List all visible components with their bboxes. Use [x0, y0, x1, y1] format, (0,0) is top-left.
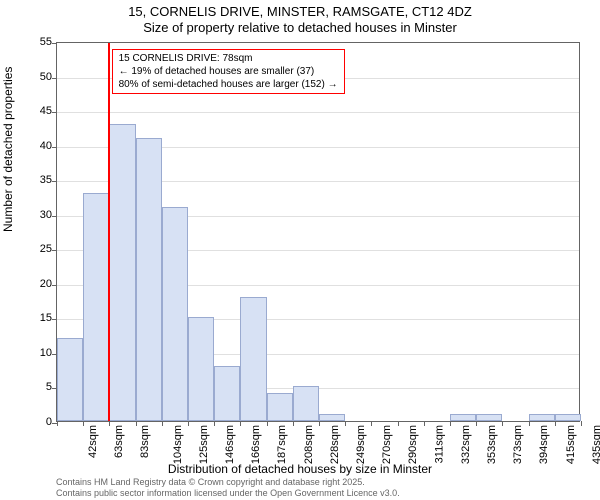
x-tick-label: 373sqm [512, 425, 524, 464]
x-tick-label: 332sqm [460, 425, 472, 464]
x-tick-label: 249sqm [355, 425, 367, 464]
y-tick-label: 35 [22, 174, 52, 186]
y-tick-mark [52, 181, 57, 182]
y-tick-label: 15 [22, 312, 52, 324]
x-tick-label: 42sqm [87, 425, 99, 458]
histogram-bar [109, 124, 135, 421]
x-tick-mark [267, 421, 268, 426]
x-tick-mark [57, 421, 58, 426]
x-tick-label: 146sqm [224, 425, 236, 464]
y-tick-label: 30 [22, 209, 52, 221]
x-tick-label: 187sqm [277, 425, 289, 464]
x-tick-mark [293, 421, 294, 426]
y-tick-label: 40 [22, 140, 52, 152]
x-tick-label: 208sqm [303, 425, 315, 464]
annotation-line3: 80% of semi-detached houses are larger (… [119, 78, 338, 91]
y-tick-label: 25 [22, 243, 52, 255]
x-tick-mark [240, 421, 241, 426]
x-tick-label: 290sqm [408, 425, 420, 464]
y-tick-mark [52, 112, 57, 113]
x-tick-mark [529, 421, 530, 426]
y-tick-mark [52, 43, 57, 44]
x-tick-label: 270sqm [381, 425, 393, 464]
annotation-line1: 15 CORNELIS DRIVE: 78sqm [119, 52, 338, 65]
y-tick-label: 10 [22, 347, 52, 359]
histogram-bar [57, 338, 83, 421]
x-tick-mark [502, 421, 503, 426]
y-tick-mark [52, 216, 57, 217]
chart-container: 15, CORNELIS DRIVE, MINSTER, RAMSGATE, C… [0, 0, 600, 500]
histogram-bar [162, 207, 188, 421]
histogram-bar [240, 297, 266, 421]
x-tick-mark [109, 421, 110, 426]
histogram-bar [83, 193, 109, 421]
y-tick-label: 20 [22, 278, 52, 290]
histogram-bar [267, 393, 293, 421]
title-line1: 15, CORNELIS DRIVE, MINSTER, RAMSGATE, C… [0, 4, 600, 20]
x-tick-label: 63sqm [113, 425, 125, 458]
y-tick-mark [52, 285, 57, 286]
x-tick-label: 125sqm [198, 425, 210, 464]
x-tick-mark [476, 421, 477, 426]
y-tick-mark [52, 319, 57, 320]
plot-area: 15 CORNELIS DRIVE: 78sqm← 19% of detache… [56, 42, 580, 422]
histogram-bar [136, 138, 162, 421]
x-tick-mark [345, 421, 346, 426]
x-tick-mark [371, 421, 372, 426]
title-block: 15, CORNELIS DRIVE, MINSTER, RAMSGATE, C… [0, 4, 600, 37]
x-tick-label: 104sqm [172, 425, 184, 464]
x-tick-mark [188, 421, 189, 426]
x-axis-title: Distribution of detached houses by size … [0, 462, 600, 476]
x-tick-mark [581, 421, 582, 426]
x-tick-mark [214, 421, 215, 426]
y-tick-mark [52, 147, 57, 148]
y-tick-label: 45 [22, 105, 52, 117]
y-tick-label: 5 [22, 381, 52, 393]
y-axis-title: Number of detached properties [1, 67, 15, 232]
x-tick-label: 311sqm [433, 425, 445, 463]
y-tick-mark [52, 78, 57, 79]
histogram-bar [214, 366, 240, 421]
histogram-bar [450, 414, 476, 421]
x-tick-mark [162, 421, 163, 426]
footer: Contains HM Land Registry data © Crown c… [56, 477, 400, 498]
x-tick-label: 166sqm [250, 425, 262, 464]
marker-line [108, 43, 110, 421]
x-tick-label: 353sqm [486, 425, 498, 464]
footer-line2: Contains public sector information licen… [56, 488, 400, 498]
histogram-bar [188, 317, 214, 421]
y-tick-label: 0 [22, 416, 52, 428]
x-tick-label: 415sqm [565, 425, 577, 464]
x-tick-mark [83, 421, 84, 426]
x-tick-label: 394sqm [539, 425, 551, 464]
histogram-bar [529, 414, 555, 421]
x-tick-mark [424, 421, 425, 426]
x-tick-label: 83sqm [139, 425, 151, 458]
y-tick-label: 55 [22, 36, 52, 48]
title-line2: Size of property relative to detached ho… [0, 20, 600, 36]
footer-line1: Contains HM Land Registry data © Crown c… [56, 477, 400, 487]
histogram-bar [319, 414, 345, 421]
histogram-bar [476, 414, 502, 421]
histogram-bar [555, 414, 581, 421]
gridline [57, 112, 579, 113]
annotation-line2: ← 19% of detached houses are smaller (37… [119, 65, 338, 78]
x-tick-mark [136, 421, 137, 426]
x-tick-mark [398, 421, 399, 426]
annotation-box: 15 CORNELIS DRIVE: 78sqm← 19% of detache… [112, 49, 345, 94]
y-tick-mark [52, 250, 57, 251]
histogram-bar [293, 386, 319, 421]
x-tick-label: 228sqm [329, 425, 341, 464]
y-tick-label: 50 [22, 71, 52, 83]
x-tick-mark [319, 421, 320, 426]
x-tick-mark [555, 421, 556, 426]
x-tick-mark [450, 421, 451, 426]
x-tick-label: 435sqm [591, 425, 600, 464]
